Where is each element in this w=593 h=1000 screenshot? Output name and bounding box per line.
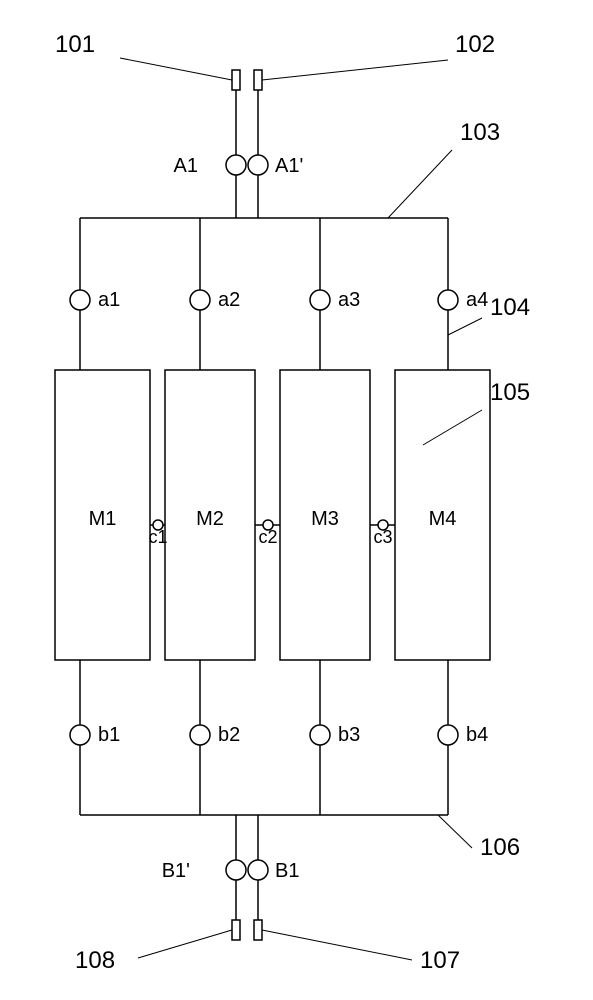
callout-105: 105 — [490, 379, 530, 406]
node-A1p — [248, 155, 268, 175]
node-b2 — [190, 725, 210, 745]
node-B1 — [248, 860, 268, 880]
label-a4: a4 — [466, 289, 488, 311]
callout-104: 104 — [490, 294, 530, 321]
label-c3: c3 — [373, 527, 392, 547]
label-b3: b3 — [338, 724, 360, 746]
bottom-terminal-right — [254, 920, 262, 940]
node-a3 — [310, 290, 330, 310]
module-label-M4: M4 — [429, 508, 457, 530]
leader-106 — [438, 815, 472, 848]
label-B1: B1 — [275, 860, 299, 882]
module-label-M1: M1 — [89, 508, 117, 530]
node-b1 — [70, 725, 90, 745]
callout-108: 108 — [75, 947, 115, 974]
node-b4 — [438, 725, 458, 745]
leader-105 — [423, 410, 482, 445]
label-c1: c1 — [148, 527, 167, 547]
callout-103: 103 — [460, 119, 500, 146]
top-terminal-right — [254, 70, 262, 90]
leader-108 — [138, 930, 232, 958]
callout-106: 106 — [480, 834, 520, 861]
node-a2 — [190, 290, 210, 310]
label-a3: a3 — [338, 289, 360, 311]
label-c2: c2 — [258, 527, 277, 547]
label-a1: a1 — [98, 289, 120, 311]
label-b2: b2 — [218, 724, 240, 746]
callout-107: 107 — [420, 947, 460, 974]
label-B1p: B1' — [162, 860, 190, 882]
label-a2: a2 — [218, 289, 240, 311]
node-a4 — [438, 290, 458, 310]
label-A1: A1 — [174, 155, 198, 177]
leader-102 — [262, 60, 448, 80]
module-label-M3: M3 — [311, 508, 339, 530]
node-B1p — [226, 860, 246, 880]
node-A1 — [226, 155, 246, 175]
leader-103 — [388, 150, 452, 218]
callout-101: 101 — [55, 31, 95, 58]
node-a1 — [70, 290, 90, 310]
label-b1: b1 — [98, 724, 120, 746]
label-A1p: A1' — [275, 155, 303, 177]
leader-107 — [262, 930, 412, 960]
label-b4: b4 — [466, 724, 488, 746]
module-label-M2: M2 — [196, 508, 224, 530]
node-b3 — [310, 725, 330, 745]
bottom-terminal-left — [232, 920, 240, 940]
leader-104 — [448, 318, 482, 335]
leader-101 — [120, 58, 232, 80]
callout-102: 102 — [455, 31, 495, 58]
top-terminal-left — [232, 70, 240, 90]
